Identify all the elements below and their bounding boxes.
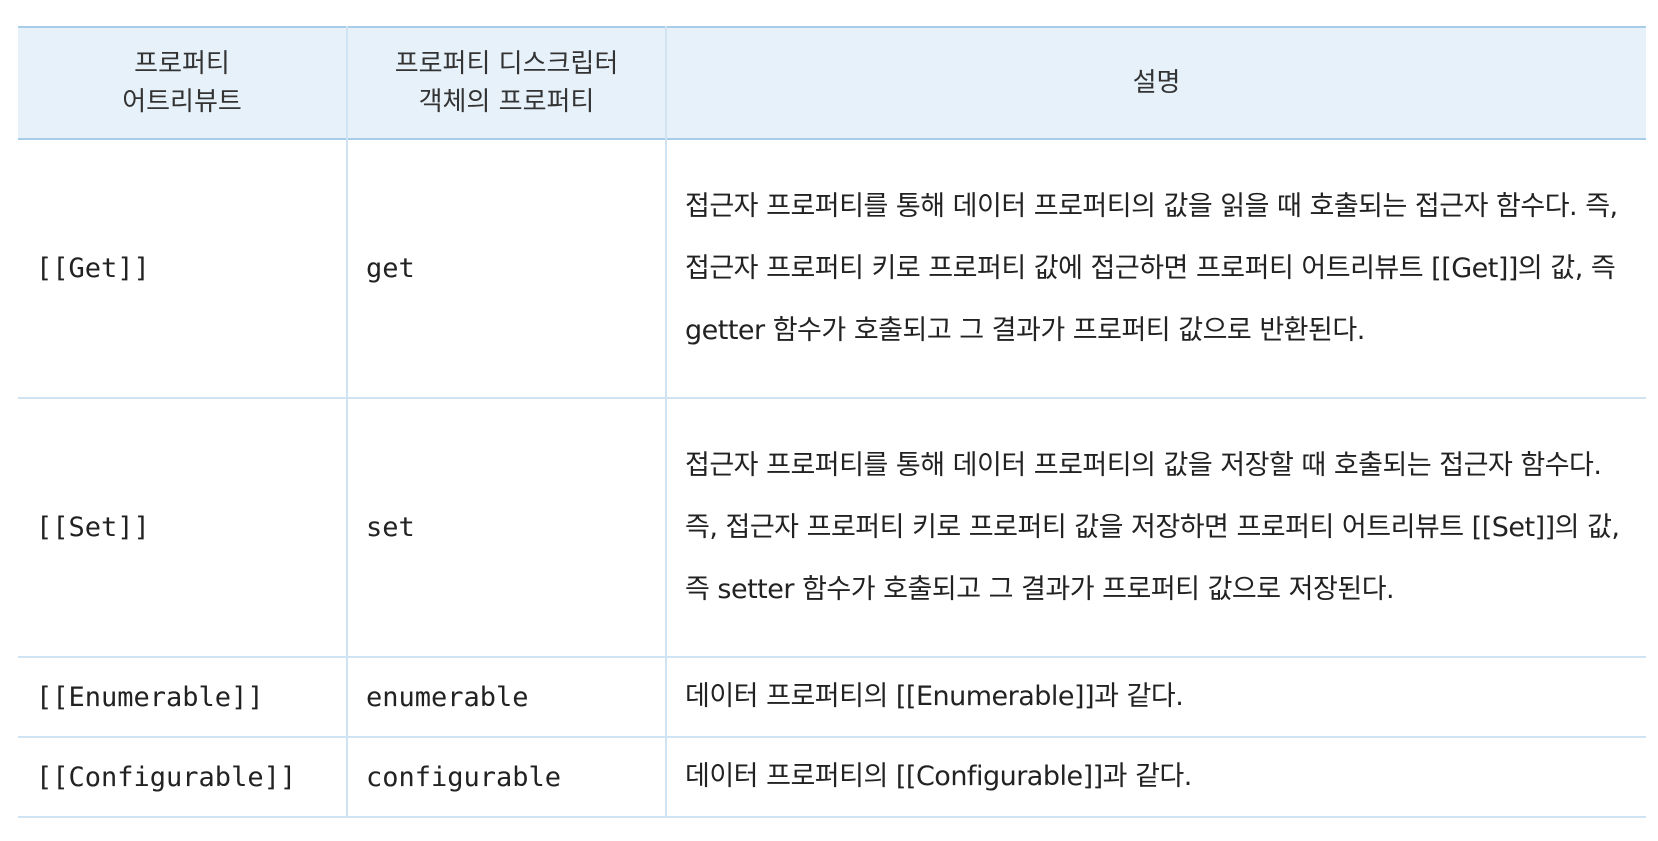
table-body: [[Get]] get 접근자 프로퍼티를 통해 데이터 프로퍼티의 값을 읽을… xyxy=(18,139,1646,817)
cell-attribute: [[Enumerable]] xyxy=(36,681,264,713)
table-row-set: [[Set]] set 접근자 프로퍼티를 통해 데이터 프로퍼티의 값을 저장… xyxy=(18,398,1646,657)
header-attribute-line1: 프로퍼티 xyxy=(134,49,230,79)
cell-attribute: [[Set]] xyxy=(36,512,150,543)
cell-description: 데이터 프로퍼티의 [[Configurable]]과 같다. xyxy=(665,737,1646,817)
header-descriptor-line2: 객체의 프로퍼티 xyxy=(418,87,595,117)
header-attribute-line2: 어트리뷰트 xyxy=(122,87,242,117)
cell-property: set xyxy=(346,398,666,657)
property-attributes-table: 프로퍼티 어트리뷰트 프로퍼티 디스크립터 객체의 프로퍼티 설명 [[Get]… xyxy=(18,26,1646,818)
cell-property: configurable xyxy=(346,737,666,817)
header-descriptor-line1: 프로퍼티 디스크립터 xyxy=(394,49,619,79)
table-header: 프로퍼티 어트리뷰트 프로퍼티 디스크립터 객체의 프로퍼티 설명 xyxy=(18,27,1646,139)
property-attributes-table-container: 프로퍼티 어트리뷰트 프로퍼티 디스크립터 객체의 프로퍼티 설명 [[Get]… xyxy=(18,26,1646,818)
cell-property: enumerable xyxy=(346,657,666,737)
header-description: 설명 xyxy=(665,27,1646,139)
cell-description: 데이터 프로퍼티의 [[Enumerable]]과 같다. xyxy=(665,657,1646,737)
cell-description: 접근자 프로퍼티를 통해 데이터 프로퍼티의 값을 읽을 때 호출되는 접근자 … xyxy=(665,139,1646,398)
cell-description: 접근자 프로퍼티를 통해 데이터 프로퍼티의 값을 저장할 때 호출되는 접근자… xyxy=(665,398,1646,657)
table-row-get: [[Get]] get 접근자 프로퍼티를 통해 데이터 프로퍼티의 값을 읽을… xyxy=(18,139,1646,398)
table-row-enumerable: [[Enumerable]] enumerable 데이터 프로퍼티의 [[En… xyxy=(18,657,1646,737)
header-descriptor-property: 프로퍼티 디스크립터 객체의 프로퍼티 xyxy=(346,27,666,139)
header-attribute: 프로퍼티 어트리뷰트 xyxy=(18,27,347,139)
table-row-configurable: [[Configurable]] configurable 데이터 프로퍼티의 … xyxy=(18,737,1646,817)
header-row: 프로퍼티 어트리뷰트 프로퍼티 디스크립터 객체의 프로퍼티 설명 xyxy=(18,27,1646,139)
cell-attribute: [[Configurable]] xyxy=(36,761,297,793)
cell-property: get xyxy=(346,139,666,398)
cell-attribute: [[Get]] xyxy=(36,253,150,284)
